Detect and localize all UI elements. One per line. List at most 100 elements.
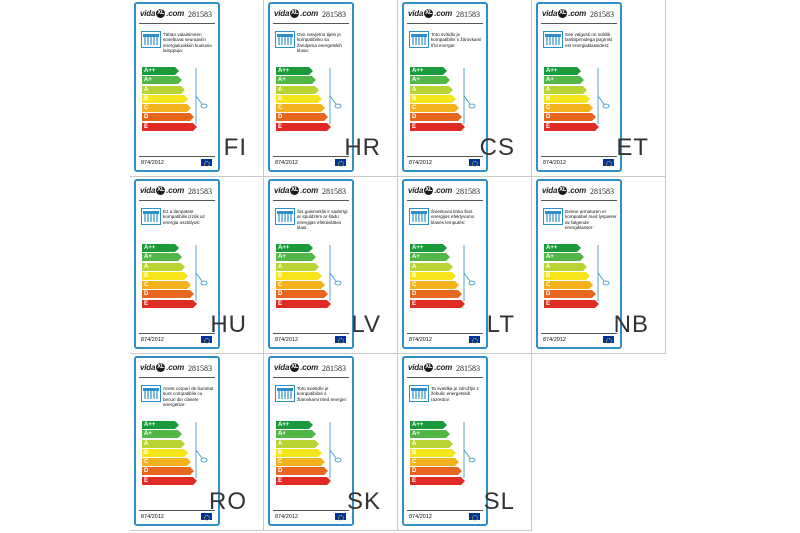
energy-class-bar: C: [276, 281, 325, 290]
luminaire-icon: [543, 31, 563, 48]
energy-class-scale: A++ A+ A B C D E: [544, 67, 599, 132]
energy-class-bar: B: [410, 94, 456, 103]
energy-label-cell-fi: vida XL .com 281583 Tähän valaisimeen sovelt…: [130, 0, 264, 177]
energy-class-bar: A+: [142, 430, 182, 439]
energy-class-bar: D: [544, 113, 596, 122]
compatibility-text: Ez a lámpatest kompatibilis izzók az ene…: [163, 209, 205, 225]
divider: [541, 333, 617, 334]
language-code: FI: [223, 134, 247, 161]
energy-class-bar: A: [142, 85, 185, 94]
energy-class-bar: E: [276, 122, 331, 131]
energy-class-bar: C: [142, 104, 191, 113]
bulb-range-bracket-icon: [596, 243, 610, 303]
compatibility-text: See valgusti on sobilik lambipirnidega j…: [565, 32, 613, 48]
energy-class-bar: D: [276, 290, 328, 299]
regulation-number: 874/2012: [141, 514, 164, 520]
bulb-range-bracket-icon: [462, 243, 476, 303]
energy-class-bar: A++: [276, 421, 313, 429]
energy-class-bar: A++: [410, 421, 447, 429]
energy-class-bar: A+: [142, 253, 182, 262]
energy-class-scale: A++ A+ A B C D E: [276, 421, 331, 486]
compatibility-text: Šviestuvui tinka šios energijos efektyvu…: [431, 209, 475, 225]
energy-class-bar: E: [410, 122, 465, 131]
energy-class-bar: B: [544, 94, 590, 103]
energy-class-bar: E: [544, 299, 599, 308]
eu-flag-icon: [469, 159, 480, 167]
energy-class-bar: A++: [142, 67, 179, 75]
compatibility-text: Ovo rasvjetno tijelo je kompatibilno sa …: [297, 32, 342, 54]
energy-label-card: vida XL .com 281583 Acest corpuri de ilumina…: [134, 356, 220, 526]
brand-logo: vida XL .com: [274, 363, 319, 373]
energy-class-bar: D: [410, 467, 462, 476]
bulb-range-bracket-icon: [194, 420, 208, 480]
divider: [541, 156, 617, 157]
energy-class-bar: E: [410, 299, 465, 308]
compatibility-text: Šis gaismeklis ir saderīgi ar spuldzēm a…: [297, 209, 348, 231]
energy-class-bar: A: [276, 262, 319, 271]
energy-label-card: vida XL .com 281583 Toto svítidlo je kompati…: [402, 2, 488, 172]
luminaire-icon: [275, 31, 295, 48]
bulb-range-bracket-icon: [596, 66, 610, 126]
energy-class-bar: B: [276, 94, 322, 103]
energy-class-bar: A++: [142, 244, 179, 252]
energy-class-bar: B: [142, 271, 188, 280]
brand-logo: vida XL .com: [140, 363, 185, 373]
bulb-range-bracket-icon: [462, 420, 476, 480]
luminaire-icon: [409, 385, 429, 402]
bulb-range-bracket-icon: [328, 243, 342, 303]
energy-class-bar: C: [544, 281, 593, 290]
divider: [407, 156, 483, 157]
compatibility-text: Acest corpuri de iluminat sunt compatibi…: [163, 386, 214, 408]
divider: [407, 510, 483, 511]
energy-label-cell-sl: vida XL .com 281583 Ta svetilka je združljiv…: [398, 354, 532, 531]
energy-class-bar: A: [544, 85, 587, 94]
energy-class-bar: B: [410, 448, 456, 457]
energy-class-scale: A++ A+ A B C D E: [410, 244, 465, 309]
bulb-range-bracket-icon: [194, 66, 208, 126]
language-code: SK: [346, 488, 381, 515]
brand-logo: vida XL .com: [274, 9, 319, 19]
energy-label-card: vida XL .com 281583 Ta svetilka je združljiv…: [402, 356, 488, 526]
energy-class-bar: E: [276, 299, 331, 308]
brand-logo: vida XL .com: [140, 9, 185, 19]
energy-label-cell-sk: vida XL .com 281583 Toto svietidlo je kompat…: [264, 354, 398, 531]
energy-class-bar: A: [142, 262, 185, 271]
luminaire-icon: [141, 385, 161, 402]
product-code: 281583: [188, 10, 212, 19]
language-code: LV: [351, 311, 381, 338]
divider: [273, 510, 349, 511]
divider: [541, 200, 617, 201]
compatibility-text: Tähän valaisimeen soveltuvat seuraaviin …: [163, 32, 212, 54]
luminaire-icon: [409, 208, 429, 225]
energy-class-bar: A++: [276, 67, 313, 75]
luminaire-icon: [275, 208, 295, 225]
luminaire-icon: [141, 31, 161, 48]
eu-flag-icon: [201, 336, 212, 344]
bulb-range-bracket-icon: [462, 66, 476, 126]
energy-class-bar: E: [410, 476, 465, 485]
divider: [273, 377, 349, 378]
language-code: HR: [344, 134, 381, 161]
energy-class-bar: A++: [276, 244, 313, 252]
divider: [139, 510, 215, 511]
brand-logo: vida XL .com: [408, 9, 453, 19]
product-code: 281583: [590, 10, 614, 19]
energy-class-bar: B: [276, 271, 322, 280]
energy-class-bar: D: [410, 113, 462, 122]
product-code: 281583: [322, 364, 346, 373]
divider: [273, 156, 349, 157]
energy-class-bar: A+: [142, 76, 182, 85]
energy-class-bar: B: [142, 94, 188, 103]
divider: [139, 23, 215, 24]
energy-label-cell-lt: vida XL .com 281583 Šviestuvui tinka šios en…: [398, 177, 532, 354]
luminaire-icon: [543, 208, 563, 225]
regulation-number: 874/2012: [409, 514, 432, 520]
eu-flag-icon: [603, 336, 614, 344]
energy-label-cell-ro: vida XL .com 281583 Acest corpuri de ilumina…: [130, 354, 264, 531]
energy-class-bar: C: [142, 458, 191, 467]
energy-class-bar: A+: [276, 253, 316, 262]
energy-class-bar: B: [544, 271, 590, 280]
brand-logo: vida XL .com: [140, 186, 185, 196]
energy-label-cell-hu: vida XL .com 281583 Ez a lámpatest kompatibi…: [130, 177, 264, 354]
eu-flag-icon: [335, 513, 346, 521]
